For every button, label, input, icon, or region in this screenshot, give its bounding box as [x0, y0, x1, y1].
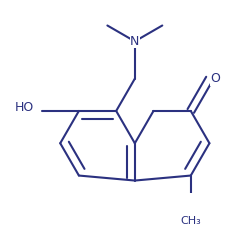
Text: HO: HO — [15, 101, 34, 114]
Text: N: N — [130, 35, 139, 48]
Text: O: O — [210, 72, 220, 85]
Text: CH₃: CH₃ — [180, 216, 201, 225]
